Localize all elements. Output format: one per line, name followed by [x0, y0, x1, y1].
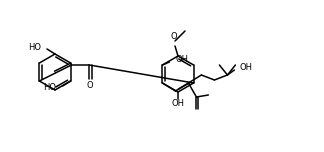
Text: OH: OH: [239, 64, 252, 73]
Text: O: O: [171, 32, 177, 41]
Text: OH: OH: [175, 55, 189, 64]
Text: HO: HO: [28, 43, 41, 52]
Text: OH: OH: [171, 100, 184, 109]
Text: HO: HO: [44, 83, 57, 92]
Text: O: O: [86, 81, 93, 90]
